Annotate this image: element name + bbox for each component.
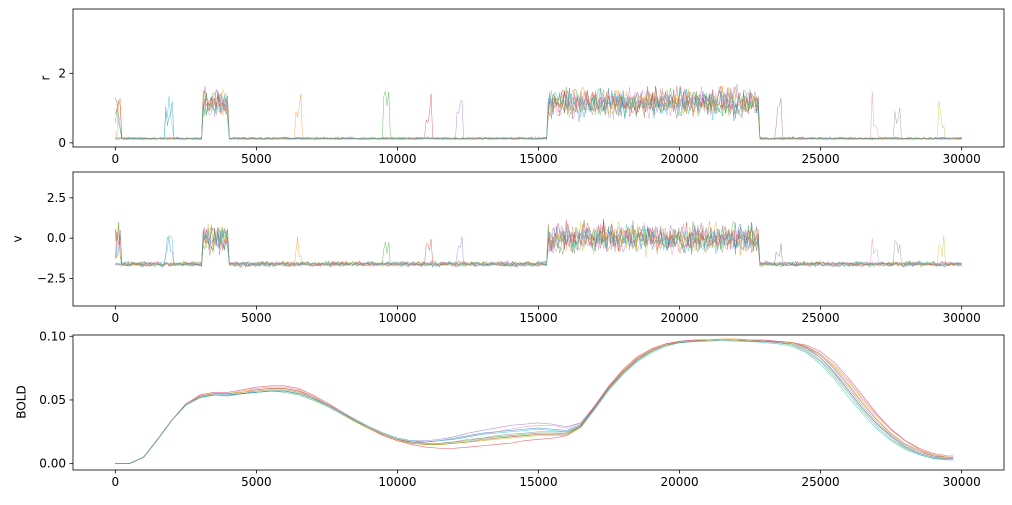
bold-xticks: 0 5000 10000 15000 20000 25000 30000 [111,470,981,489]
xtick-label: 5000 [241,475,272,489]
v-series-line [115,219,962,268]
bold-series-line [115,339,954,464]
r-series-line [115,85,962,140]
bold-ylabel: BOLD [15,385,29,418]
v-ylabel: v [11,235,25,242]
ytick-label: 0.10 [39,329,66,343]
bold-series-line [115,339,954,464]
r-series-line [115,85,962,140]
ytick-label: 2 [58,66,66,80]
xtick-label: 30000 [943,152,981,166]
bold-series-group [115,338,954,464]
r-series-line [115,84,962,140]
r-ylabel: r [39,75,53,80]
ytick-label: 0.05 [39,393,66,407]
xtick-label: 15000 [519,311,557,325]
v-series-line [115,218,962,268]
xtick-label: 20000 [660,475,698,489]
xtick-label: 5000 [241,311,272,325]
ytick-label: 0.00 [39,457,66,471]
v-series-line [115,220,962,268]
ytick-label: 0.0 [47,231,66,245]
xtick-label: 0 [111,475,119,489]
xtick-label: 10000 [378,475,416,489]
xtick-label: 25000 [802,475,840,489]
xtick-label: 20000 [660,311,698,325]
xtick-label: 20000 [660,152,698,166]
ytick-label: 2.5 [47,191,66,205]
xtick-label: 10000 [378,311,416,325]
r-series-line [115,87,962,140]
xtick-label: 15000 [519,475,557,489]
r-axes-frame [72,8,1005,148]
xtick-label: 0 [111,152,119,166]
panel-bold: 0.00 0.05 0.10 0 5000 10000 15000 20000 25000 30… [15,329,1005,489]
bold-series-line [115,339,954,464]
r-series-group [115,84,962,140]
xtick-label: 25000 [802,311,840,325]
r-series-line [115,86,962,140]
bold-yticks: 0.00 0.05 0.10 [39,329,73,471]
ytick-label: 0 [58,136,66,150]
v-xticks: 0 5000 10000 15000 20000 25000 30000 [111,306,981,325]
xtick-label: 25000 [802,152,840,166]
bold-series-line [115,339,954,464]
r-series-line [115,85,962,140]
panel-r: 02 0 5000 10000 15000 20000 25000 30000 r [39,8,1005,166]
xtick-label: 0 [111,311,119,325]
bold-series-line [115,339,954,464]
xtick-label: 30000 [943,475,981,489]
r-series-line [115,86,962,140]
r-series-line [115,87,962,140]
ytick-label: −2.5 [37,272,66,286]
xtick-label: 15000 [519,152,557,166]
xtick-label: 5000 [241,152,272,166]
xtick-label: 10000 [378,152,416,166]
r-series-line [115,87,962,140]
v-axes-frame [72,171,1005,307]
bold-series-line [115,339,954,464]
bold-series-line [115,339,954,464]
v-yticks: −2.5 0.0 2.5 [37,191,73,286]
bold-series-line [115,339,954,464]
r-series-line [115,88,962,140]
v-series-group [115,218,962,269]
r-xticks: 0 5000 10000 15000 20000 25000 30000 [111,147,981,166]
v-series-line [115,224,962,269]
bold-series-line [115,339,954,464]
xtick-label: 30000 [943,311,981,325]
r-yticks: 02 [58,66,73,150]
panel-v: −2.5 0.0 2.5 0 5000 10000 15000 20000 25000 3000… [11,171,1005,325]
bold-axes-frame [72,334,1005,471]
v-series-line [115,220,962,268]
